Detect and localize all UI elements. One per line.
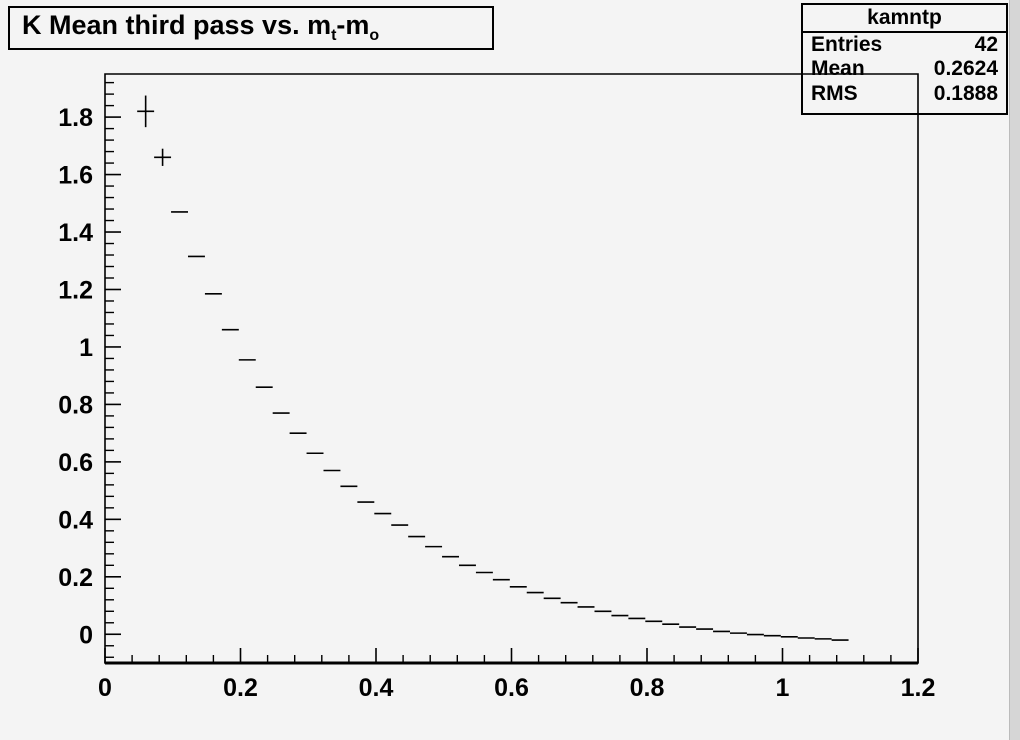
stats-box: kamntp Entries 42 Mean 0.2624 RMS 0.1888 — [801, 3, 1008, 115]
y-tick-label: 0.2 — [58, 564, 93, 592]
plot-title-box: K Mean third pass vs. mt-mo — [8, 6, 494, 50]
y-tick-label: 0.4 — [58, 506, 93, 534]
plot-frame-rect — [104, 73, 919, 665]
y-tick-label: 1.8 — [58, 104, 93, 132]
data-point — [137, 95, 155, 128]
y-tick-label: 0.8 — [58, 391, 93, 419]
y-tick-label: 1.2 — [58, 276, 93, 304]
window-scrollbar[interactable] — [1009, 0, 1020, 740]
title-mid-text: -m — [336, 10, 370, 40]
title-subscript-t: t — [331, 27, 337, 44]
y-tick-label: 1.4 — [58, 219, 93, 247]
title-subscript-o: o — [369, 27, 380, 44]
stats-value-rms: 0.1888 — [933, 81, 998, 105]
title-main-text: K Mean third pass vs. m — [22, 10, 332, 40]
data-series — [137, 95, 849, 641]
x-axis: 0 0.2 0.4 0.6 0.8 1 1.2 — [98, 648, 935, 702]
x-tick-label: 0.4 — [359, 674, 394, 702]
y-tick-label: 0.6 — [58, 449, 93, 477]
y-tick-label: 0 — [79, 621, 93, 649]
x-tick-label: 1 — [776, 674, 790, 702]
y-tick-label: 1.6 — [58, 162, 93, 190]
y-axis: 0 0.2 0.4 0.6 0.8 1 1.2 1.4 1.6 1.8 — [58, 81, 121, 658]
stats-box-title: kamntp — [803, 5, 1006, 34]
x-tick-label: 0.2 — [223, 674, 258, 702]
y-tick-label: 1 — [79, 334, 93, 362]
x-tick-label: 0 — [98, 674, 112, 702]
stats-key-rms: RMS — [811, 81, 858, 105]
stats-value-entries: 42 — [974, 33, 998, 57]
stats-row-entries: Entries 42 — [803, 33, 1006, 57]
stats-key-entries: Entries — [811, 33, 883, 57]
x-tick-label: 1.2 — [901, 674, 936, 702]
x-tick-label: 0.6 — [494, 674, 529, 702]
page-title: K Mean third pass vs. mt-mo — [10, 12, 379, 44]
stats-row-rms: RMS 0.1888 — [803, 82, 1006, 106]
data-point — [154, 148, 172, 166]
x-tick-label: 0.8 — [630, 674, 665, 702]
stats-value-mean: 0.2624 — [933, 57, 998, 81]
